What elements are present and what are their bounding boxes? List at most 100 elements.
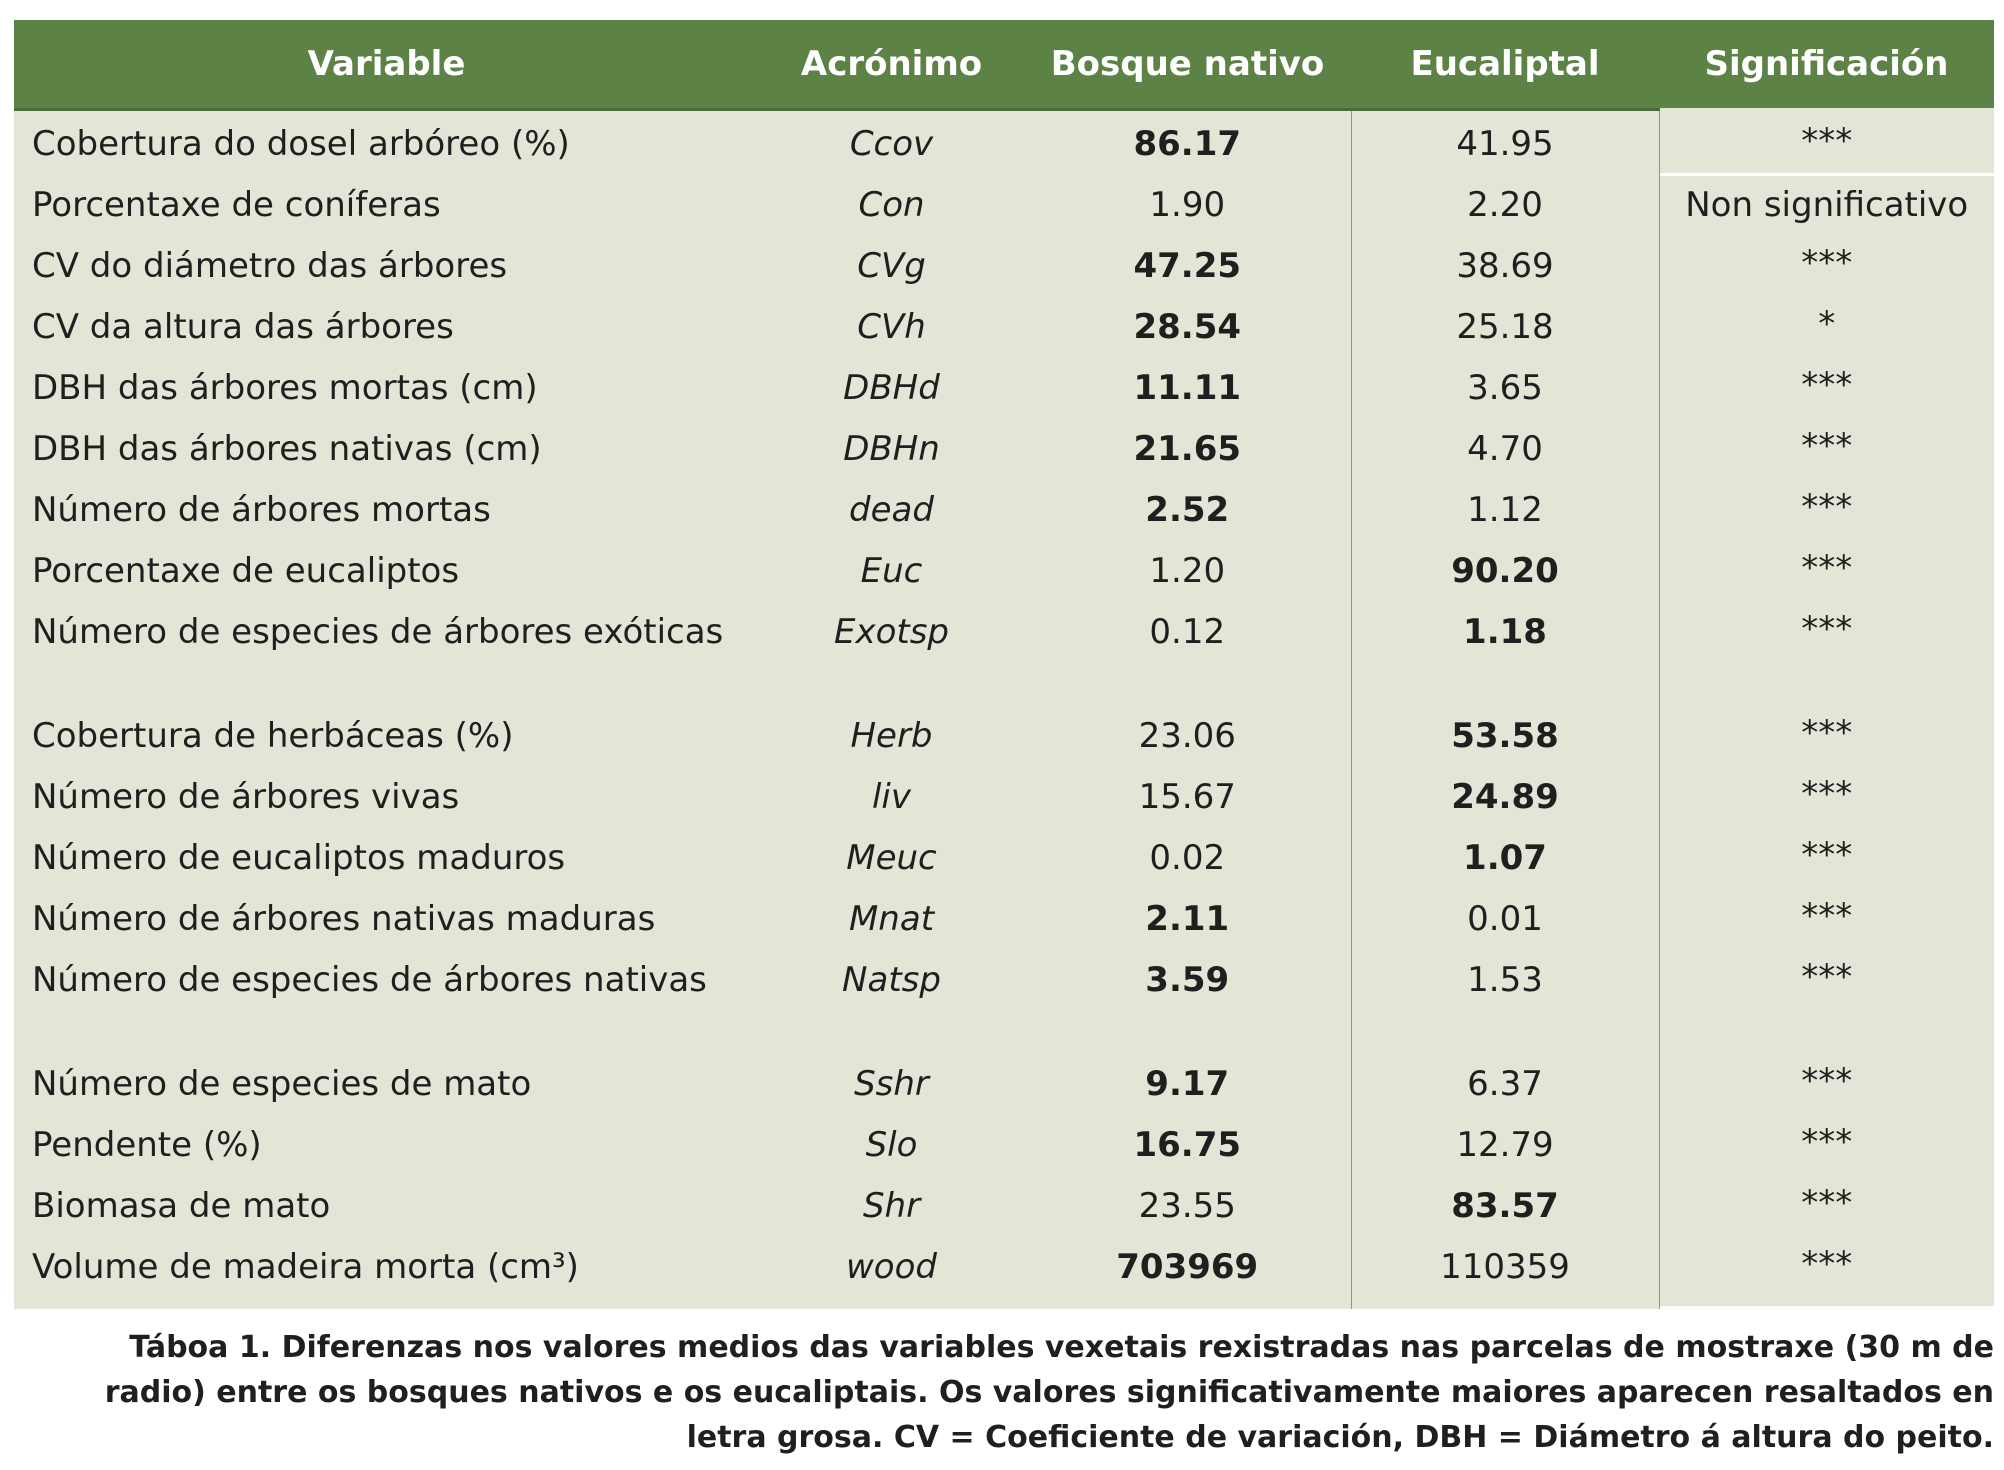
cell-significance: *** (1659, 1113, 1994, 1174)
cell-variable: Volume de madeira morta (cm³) (14, 1238, 759, 1309)
cell-native-forest: 28.54 (1024, 298, 1352, 359)
cell-variable: Cobertura de herbáceas (%) (14, 707, 759, 768)
cell-native-forest: 0.02 (1024, 829, 1352, 890)
table-row: Porcentaxe de eucaliptos Euc 1.20 90.20 *** (14, 539, 1994, 603)
table-row: Número de árbores nativas maduras Mnat 2.1… (14, 887, 1994, 951)
cell-significance: Non significativo (1659, 176, 1994, 237)
cell-acronym: Shr (759, 1177, 1024, 1238)
cell-acronym: liv (759, 768, 1024, 829)
cell-significance: *** (1659, 234, 1994, 295)
cell-eucalyptus: 24.89 (1351, 768, 1660, 829)
cell-significance: *** (1659, 600, 1994, 704)
cell-acronym: dead (759, 481, 1024, 542)
cell-significance: *** (1659, 1174, 1994, 1235)
table-body: Cobertura do dosel arbóreo (%) Ccov 86.17 4… (14, 106, 1994, 1309)
cell-significance: *** (1659, 948, 1994, 1052)
cell-variable: Número de árbores mortas (14, 481, 759, 542)
cell-significance: * (1659, 295, 1994, 356)
table-header: Variable Acrónimo Bosque nativo Eucalipt… (14, 20, 1994, 110)
cell-native-forest: 15.67 (1024, 768, 1352, 829)
table-row: CV da altura das árbores CVh 28.54 25.18 * (14, 295, 1994, 359)
cell-native-forest: 1.20 (1024, 542, 1352, 603)
cell-acronym: Exotsp (759, 603, 1024, 707)
cell-significance: *** (1659, 1052, 1994, 1113)
cell-eucalyptus: 53.58 (1351, 707, 1660, 768)
table-row: Cobertura do dosel arbóreo (%) Ccov 86.17 4… (14, 106, 1994, 176)
cell-native-forest: 86.17 (1024, 109, 1352, 176)
cell-variable: CV do diámetro das árbores (14, 237, 759, 298)
cell-variable: Número de árbores vivas (14, 768, 759, 829)
table-row: Volume de madeira morta (cm³) wood 703969 1… (14, 1235, 1994, 1309)
cell-native-forest: 3.59 (1024, 951, 1352, 1055)
cell-native-forest: 16.75 (1024, 1116, 1352, 1177)
cell-eucalyptus: 2.20 (1351, 176, 1660, 237)
cell-native-forest: 2.52 (1024, 481, 1352, 542)
cell-native-forest: 47.25 (1024, 237, 1352, 298)
data-table: Variable Acrónimo Bosque nativo Eucalipt… (14, 20, 1994, 1309)
cell-native-forest: 11.11 (1024, 359, 1352, 420)
cell-native-forest: 0.12 (1024, 603, 1352, 707)
cell-acronym: wood (759, 1238, 1024, 1309)
cell-acronym: Meuc (759, 829, 1024, 890)
cell-acronym: Euc (759, 542, 1024, 603)
header-row: Variable Acrónimo Bosque nativo Eucalipt… (14, 20, 1994, 110)
cell-acronym: DBHn (759, 420, 1024, 481)
cell-native-forest: 1.90 (1024, 176, 1352, 237)
cell-significance: *** (1659, 765, 1994, 826)
table-row: Número de árbores mortas dead 2.52 1.12 *** (14, 478, 1994, 542)
cell-variable: Número de especies de árbores nativas (14, 951, 759, 1055)
header-variable: Variable (14, 20, 759, 110)
table-row: Biomasa de mato Shr 23.55 83.57 *** (14, 1174, 1994, 1238)
cell-eucalyptus: 1.18 (1351, 603, 1660, 707)
cell-acronym: CVg (759, 237, 1024, 298)
table-row: Pendente (%) Slo 16.75 12.79 *** (14, 1113, 1994, 1177)
table-row: Porcentaxe de coníferas Con 1.90 2.20 Non si… (14, 176, 1994, 237)
cell-variable: Cobertura do dosel arbóreo (%) (14, 109, 759, 176)
cell-eucalyptus: 1.53 (1351, 951, 1660, 1055)
cell-variable: Número de especies de árbores exóticas (14, 603, 759, 707)
cell-variable: Porcentaxe de coníferas (14, 176, 759, 237)
data-table-container: Variable Acrónimo Bosque nativo Eucalipt… (14, 20, 1994, 1309)
cell-variable: Pendente (%) (14, 1116, 759, 1177)
cell-significance: *** (1659, 356, 1994, 417)
table-row: Número de especies de mato Sshr 9.17 6.37 **… (14, 1052, 1994, 1116)
cell-native-forest: 23.55 (1024, 1177, 1352, 1238)
cell-eucalyptus: 12.79 (1351, 1116, 1660, 1177)
table-row: Número de especies de árbores nativas Nat… (14, 948, 1994, 1055)
cell-significance: *** (1659, 417, 1994, 478)
cell-eucalyptus: 6.37 (1351, 1055, 1660, 1116)
cell-significance: *** (1659, 106, 1994, 173)
cell-eucalyptus: 110359 (1351, 1238, 1660, 1309)
cell-eucalyptus: 25.18 (1351, 298, 1660, 359)
header-native-forest: Bosque nativo (1024, 20, 1351, 110)
cell-variable: Porcentaxe de eucaliptos (14, 542, 759, 603)
cell-significance: *** (1659, 1235, 1994, 1306)
table-row: Cobertura de herbáceas (%) Herb 23.06 53.58… (14, 704, 1994, 768)
cell-eucalyptus: 1.07 (1351, 829, 1660, 890)
cell-variable: DBH das árbores nativas (cm) (14, 420, 759, 481)
cell-native-forest: 21.65 (1024, 420, 1352, 481)
table-caption: Táboa 1. Diferenzas nos valores medios d… (104, 1330, 1994, 1455)
table-row: CV do diámetro das árbores CVg 47.25 38.69 *… (14, 234, 1994, 298)
cell-acronym: Mnat (759, 890, 1024, 951)
cell-native-forest: 2.11 (1024, 890, 1352, 951)
cell-variable: Biomasa de mato (14, 1177, 759, 1238)
cell-eucalyptus: 83.57 (1351, 1177, 1660, 1238)
cell-acronym: Slo (759, 1116, 1024, 1177)
cell-eucalyptus: 0.01 (1351, 890, 1660, 951)
cell-variable: Número de árbores nativas maduras (14, 890, 759, 951)
cell-native-forest: 9.17 (1024, 1055, 1352, 1116)
header-eucalyptus: Eucaliptal (1351, 20, 1659, 110)
cell-eucalyptus: 90.20 (1351, 542, 1660, 603)
cell-eucalyptus: 38.69 (1351, 237, 1660, 298)
table-row: Número de eucaliptos maduros Meuc 0.02 1.07… (14, 826, 1994, 890)
table-row: DBH das árbores nativas (cm) DBHn 21.65 4.7… (14, 417, 1994, 481)
cell-eucalyptus: 41.95 (1351, 109, 1660, 176)
table-row: Número de especies de árbores exóticas Ex… (14, 600, 1994, 707)
cell-significance: *** (1659, 478, 1994, 539)
cell-acronym: Herb (759, 707, 1024, 768)
cell-eucalyptus: 1.12 (1351, 481, 1660, 542)
cell-acronym: Con (759, 176, 1024, 237)
cell-native-forest: 703969 (1024, 1238, 1352, 1309)
table-row: DBH das árbores mortas (cm) DBHd 11.11 3.65… (14, 356, 1994, 420)
